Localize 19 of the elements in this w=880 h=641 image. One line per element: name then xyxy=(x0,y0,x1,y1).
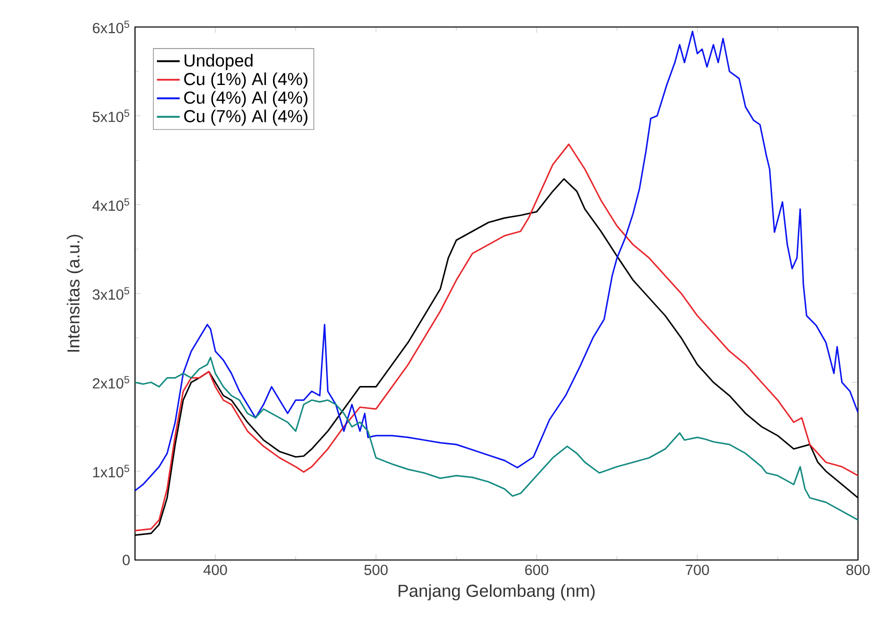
y-tick-label: 5x10$^{5}$ xyxy=(92,110,130,122)
line-series xyxy=(135,30,858,492)
legend-label: Cu (4%) Al (4%) xyxy=(184,91,308,108)
x-tick-label: 500 xyxy=(364,564,388,576)
y-tick-label: 4x10$^{5}$ xyxy=(92,198,130,211)
legend-label: Undoped xyxy=(184,54,253,70)
x-tick-label: 800 xyxy=(846,564,870,576)
x-tick-label: 700 xyxy=(686,564,709,576)
x-axis-title: Panjang Gelombang (nm) xyxy=(398,584,595,600)
x-tick-label: 400 xyxy=(203,564,227,576)
y-tick-label: 2x10$^{5}$ xyxy=(92,376,130,389)
y-tick-label: 3x10$^{5}$ xyxy=(92,287,130,300)
y-tick-label: 0 xyxy=(122,554,130,566)
y-axis-title: Intensitas (a.u.) xyxy=(66,234,83,352)
legend-label: Cu (7%) Al (4%) xyxy=(184,110,308,126)
legend-label: Cu (1%) Al (4%) xyxy=(184,72,308,89)
y-tick-label: 6x10$^{5}$ xyxy=(92,20,130,34)
y-tick-label: 1x10$^{5}$ xyxy=(93,464,130,478)
x-tick-label: 600 xyxy=(525,564,548,576)
